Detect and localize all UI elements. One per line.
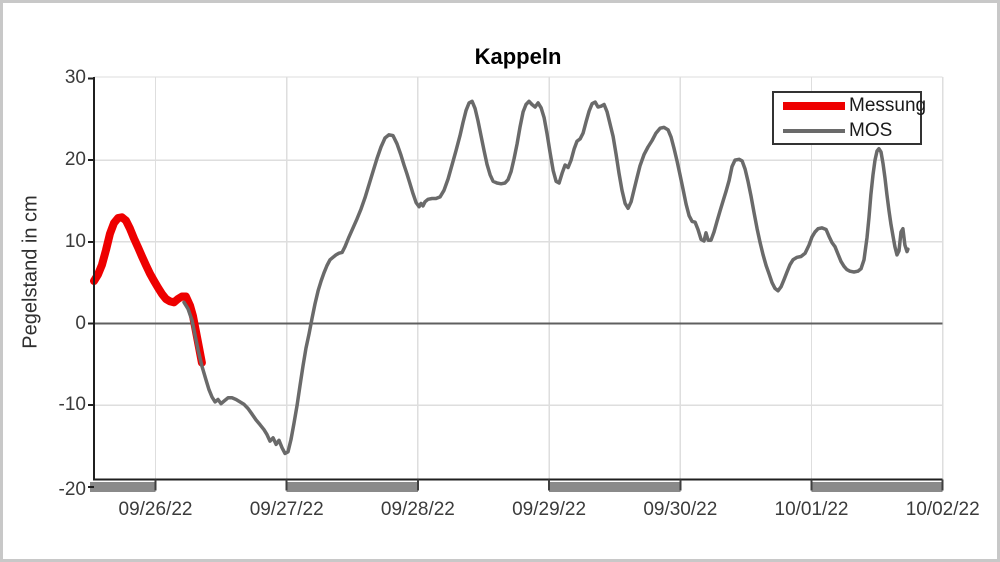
x-tick-label: 09/27/22	[249, 499, 324, 520]
y-tick-label: 30	[64, 67, 86, 89]
messung-line-swatch	[783, 101, 845, 110]
chart-title: Kappeln	[474, 44, 562, 69]
legend: Messung MOS	[772, 91, 926, 145]
legend-label-mos: MOS	[849, 119, 893, 141]
x-tick-label: 09/29/22	[512, 499, 587, 520]
x-tick-label: 09/30/22	[643, 499, 718, 520]
x-tick-label: 09/26/22	[118, 499, 193, 520]
y-tick-label: 10	[64, 230, 86, 252]
x-tick-label: 09/28/22	[380, 499, 455, 520]
y-tick-label: 0	[75, 312, 86, 334]
x-tick-label: 10/01/22	[774, 499, 849, 520]
y-tick-label: -10	[58, 394, 86, 416]
x-tick-label: 10/02/22	[905, 499, 980, 520]
y-tick-label: 20	[64, 149, 86, 171]
mos-line-swatch	[783, 128, 845, 133]
legend-item-mos: MOS	[783, 118, 920, 143]
legend-label-messung: Messung	[849, 94, 927, 116]
y-tick-label: -20	[58, 478, 86, 500]
legend-item-messung: Messung	[783, 93, 926, 118]
